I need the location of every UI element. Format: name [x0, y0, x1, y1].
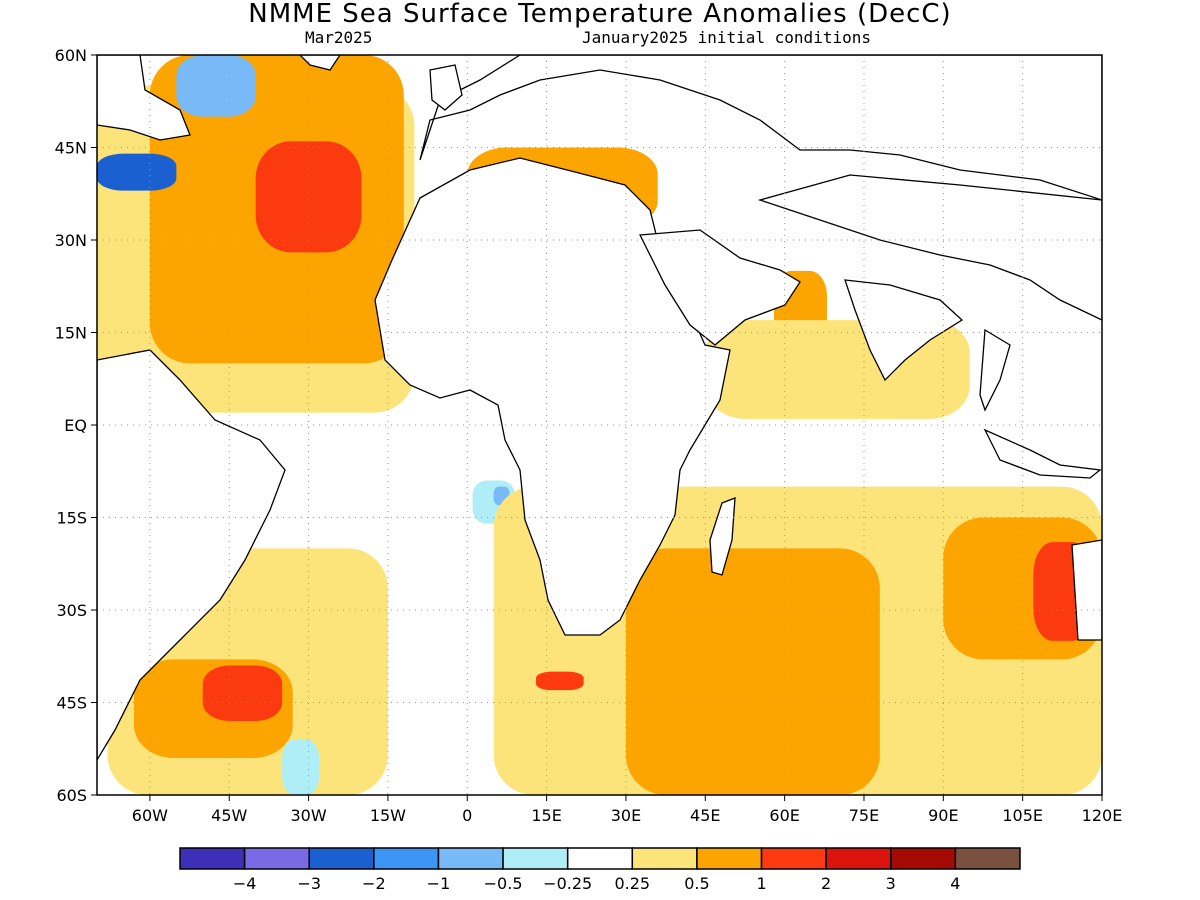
- lon-tick-label: 120E: [1082, 806, 1123, 825]
- legend-swatch: [373, 847, 440, 870]
- legend-swatches: [179, 847, 1021, 870]
- lat-tick-label: 15S: [56, 509, 87, 528]
- sst-anomaly-map: 60N 45N 30N 15N EQ 15S 30S 45S 60S 60W 45W 30W 15W 0…: [55, 46, 1123, 825]
- legend-label: 0.5: [684, 874, 709, 893]
- lon-tick-label: 90E: [928, 806, 958, 825]
- legend-swatch: [825, 847, 892, 870]
- anomaly-region-3: [97, 153, 177, 191]
- map-title: NMME Sea Surface Temperature Anomalies (…: [248, 0, 952, 29]
- legend-swatch: [308, 847, 375, 870]
- lat-tick-label: 45S: [56, 694, 87, 713]
- legend-label: −0.5: [484, 874, 523, 893]
- longitude-ticks: 60W 45W 30W 15W 0 15E 30E 45E 60E 75E 90E 105E 120E: [132, 795, 1123, 825]
- lon-tick-label: 45E: [690, 806, 720, 825]
- lon-tick-label: 15E: [531, 806, 561, 825]
- lat-tick-label: 60S: [56, 786, 87, 805]
- legend-labels: −4 −3 −2 −1 −0.5 −0.25 0.25 0.5 1 2 3 4: [233, 874, 961, 893]
- legend-swatch: [566, 847, 634, 870]
- legend-swatch: [696, 847, 763, 870]
- legend-label: 1: [756, 874, 766, 893]
- anomaly-region-2: [255, 141, 362, 253]
- lon-tick-label: 0: [462, 806, 472, 825]
- legend-label: −2: [362, 874, 386, 893]
- legend-swatch: [179, 847, 246, 870]
- greenland-tip-landmass: [299, 55, 341, 71]
- latitude-ticks: 60N 45N 30N 15N EQ 15S 30S 45S 60S: [55, 46, 97, 805]
- anomaly-region-13: [282, 739, 320, 795]
- anomaly-region-15: [625, 548, 880, 795]
- south-america-landmass: [97, 349, 286, 762]
- lat-tick-label: 15N: [55, 324, 87, 343]
- legend-swatch: [760, 847, 827, 870]
- lat-tick-label: 45N: [55, 139, 87, 158]
- coastlines: [97, 55, 1102, 762]
- lon-tick-label: 60W: [132, 806, 168, 825]
- lon-tick-label: 60E: [769, 806, 799, 825]
- lon-tick-label: 30W: [290, 806, 326, 825]
- legend-swatch: [631, 847, 698, 870]
- legend-label: −4: [233, 874, 257, 893]
- anomaly-region-12: [202, 665, 283, 721]
- legend-swatch: [502, 847, 569, 870]
- lat-tick-label: 30S: [56, 601, 87, 620]
- initial-conditions-label: January2025 initial conditions: [582, 28, 871, 47]
- lon-tick-label: 105E: [1002, 806, 1043, 825]
- anomaly-region-4: [176, 55, 256, 117]
- asia-landmass: [757, 174, 1102, 321]
- anomaly-region-18: [536, 671, 584, 691]
- lon-tick-label: 15W: [370, 806, 406, 825]
- lon-tick-label: 75E: [849, 806, 879, 825]
- lon-tick-label: 30E: [611, 806, 641, 825]
- lat-tick-label: EQ: [64, 416, 87, 435]
- legend-label: −3: [297, 874, 321, 893]
- legend-label: −0.25: [543, 874, 592, 893]
- uk-landmass: [429, 64, 463, 111]
- indonesia-landmass: [983, 428, 1102, 479]
- legend-swatch: [954, 847, 1021, 870]
- arabia-landmass: [638, 229, 801, 346]
- india-landmass: [844, 279, 964, 382]
- legend-label: 3: [886, 874, 896, 893]
- madagascar-landmass: [709, 497, 736, 576]
- europe-landmass: [419, 55, 1102, 201]
- lat-tick-label: 30N: [55, 231, 87, 250]
- legend-swatch: [243, 847, 310, 870]
- legend-label: 0.25: [614, 874, 650, 893]
- legend-label: 4: [950, 874, 960, 893]
- legend-swatch: [890, 847, 957, 870]
- valid-month-label: Mar2025: [305, 28, 373, 47]
- legend-label: −1: [427, 874, 451, 893]
- africa-landmass: [374, 157, 731, 636]
- australia-landmass: [1071, 539, 1102, 641]
- lat-tick-label: 60N: [55, 46, 87, 65]
- north-america-landmass: [97, 55, 191, 141]
- legend-label: 2: [821, 874, 831, 893]
- se-asia-landmass: [979, 328, 1011, 412]
- legend-swatch: [437, 847, 504, 870]
- lon-tick-label: 45W: [211, 806, 247, 825]
